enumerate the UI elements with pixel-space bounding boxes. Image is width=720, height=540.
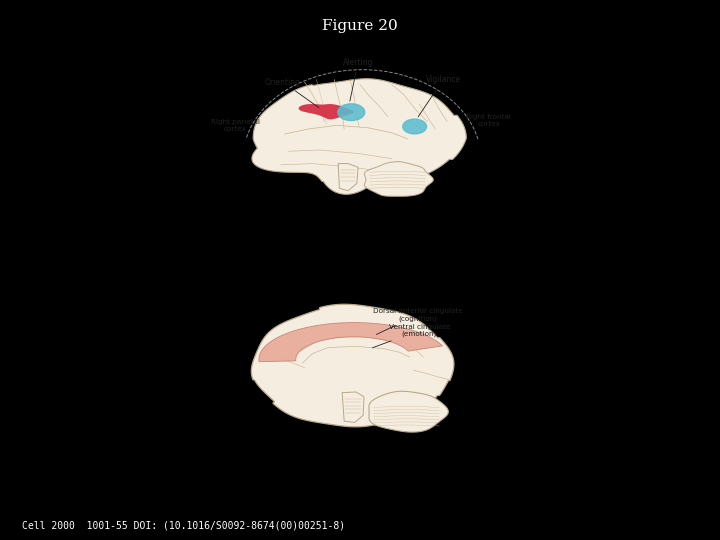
Text: Cell 2000  1001-55 DOI: (10.1016/S0092-8674(00)00251-8): Cell 2000 1001-55 DOI: (10.1016/S0092-86…: [22, 520, 345, 530]
Text: Vigilance: Vigilance: [418, 75, 461, 117]
Polygon shape: [252, 79, 467, 194]
Text: Dorsal anterior cingulate
(cognition): Dorsal anterior cingulate (cognition): [372, 308, 462, 334]
Text: A: A: [178, 45, 186, 55]
Text: B: B: [178, 280, 186, 290]
Polygon shape: [299, 104, 354, 119]
Circle shape: [402, 119, 426, 134]
Polygon shape: [369, 392, 449, 432]
Text: Right parietal
cortex: Right parietal cortex: [211, 119, 260, 132]
Polygon shape: [338, 164, 358, 191]
Polygon shape: [364, 161, 433, 196]
Text: Orienting: Orienting: [265, 78, 319, 107]
Text: Alerting: Alerting: [343, 58, 373, 101]
Polygon shape: [251, 304, 454, 427]
Circle shape: [338, 104, 365, 120]
Polygon shape: [342, 392, 364, 422]
Polygon shape: [259, 322, 443, 362]
Text: Right frontal
cortex: Right frontal cortex: [467, 113, 511, 127]
Text: Ventral cingulate
(emotion): Ventral cingulate (emotion): [372, 323, 450, 348]
Text: Figure 20: Figure 20: [322, 19, 398, 33]
